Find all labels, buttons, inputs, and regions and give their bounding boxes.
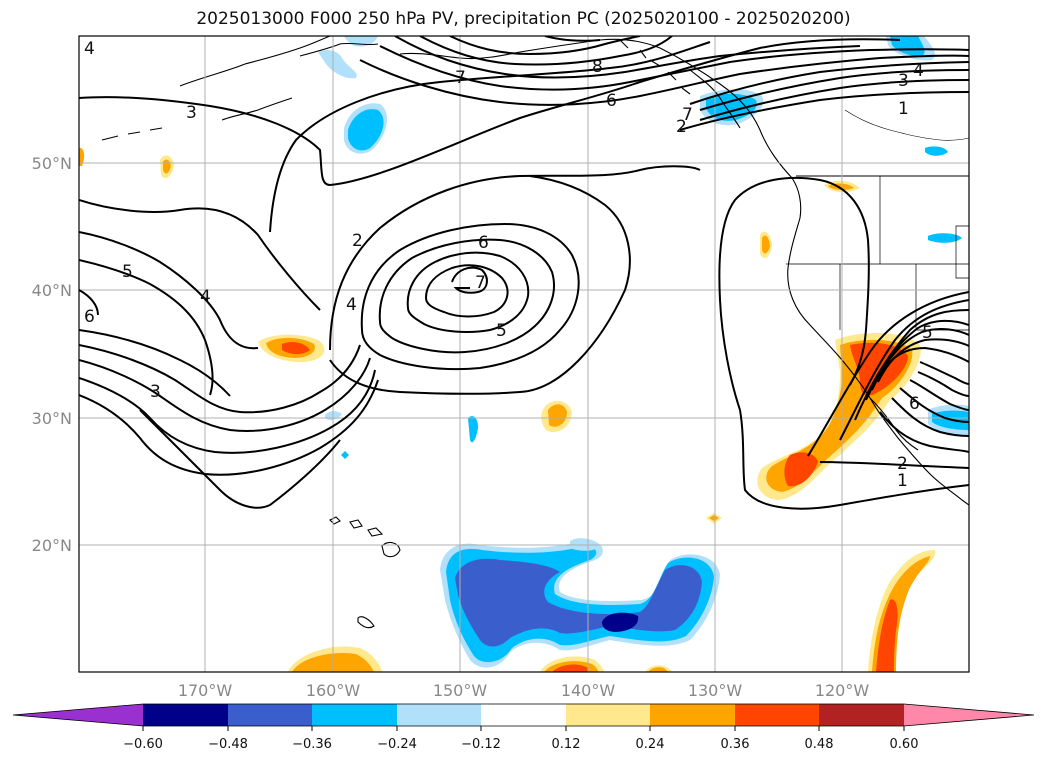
svg-text:20°N: 20°N — [32, 536, 72, 555]
pv-contours — [79, 36, 969, 510]
svg-text:4: 4 — [200, 287, 211, 307]
svg-text:0.24: 0.24 — [636, 737, 665, 752]
colorbar-extend-high — [904, 704, 1034, 726]
svg-text:4: 4 — [84, 39, 95, 59]
svg-text:7: 7 — [475, 273, 486, 293]
svg-text:5: 5 — [122, 262, 133, 282]
svg-text:3: 3 — [150, 382, 161, 402]
colorbar: −0.60 −0.48 −0.36 −0.24 −0.12 0.12 0.24 … — [12, 703, 1035, 752]
svg-text:1: 1 — [898, 99, 909, 119]
colorbar-segment — [819, 704, 904, 726]
svg-text:0.48: 0.48 — [805, 737, 834, 752]
svg-text:2: 2 — [352, 231, 363, 251]
svg-text:−0.36: −0.36 — [292, 737, 332, 752]
colorbar-segment — [735, 704, 819, 726]
svg-text:140°W: 140°W — [561, 681, 616, 700]
svg-text:40°N: 40°N — [32, 281, 72, 300]
colorbar-segment — [228, 704, 312, 726]
svg-text:7: 7 — [682, 105, 693, 125]
svg-text:3: 3 — [186, 103, 197, 123]
svg-text:−0.12: −0.12 — [461, 737, 501, 752]
svg-text:5: 5 — [922, 323, 933, 343]
svg-text:2: 2 — [897, 454, 908, 474]
svg-text:1: 1 — [897, 471, 908, 491]
svg-text:6: 6 — [909, 394, 920, 414]
colorbar-segment — [481, 704, 566, 726]
svg-text:−0.24: −0.24 — [377, 737, 417, 752]
svg-text:130°W: 130°W — [688, 681, 743, 700]
colorbar-ticks — [142, 726, 905, 731]
colorbar-tick-labels: −0.60 −0.48 −0.36 −0.24 −0.12 0.12 0.24 … — [123, 737, 918, 752]
colorbar-segment — [397, 704, 481, 726]
colorbar-segment — [143, 704, 228, 726]
map-title: 2025013000 F000 250 hPa PV, precipitatio… — [196, 9, 851, 29]
colorbar-segment — [566, 704, 650, 726]
map-grid — [79, 36, 969, 672]
colorbar-segment — [312, 704, 397, 726]
svg-text:30°N: 30°N — [32, 409, 72, 428]
svg-text:6: 6 — [84, 307, 95, 327]
svg-text:−0.48: −0.48 — [208, 737, 248, 752]
svg-text:0.12: 0.12 — [552, 737, 581, 752]
map-frame — [78, 35, 970, 673]
svg-text:7: 7 — [455, 68, 466, 88]
svg-text:6: 6 — [606, 91, 617, 111]
contour-labels: 4 3 7 8 6 3 4 1 7 2 2 6 5 4 6 7 4 5 3 5 … — [84, 39, 933, 491]
svg-text:50°N: 50°N — [32, 154, 72, 173]
svg-text:0.60: 0.60 — [890, 737, 919, 752]
svg-text:2: 2 — [676, 117, 687, 137]
svg-text:5: 5 — [496, 321, 507, 341]
svg-text:−0.60: −0.60 — [123, 737, 163, 752]
svg-text:3: 3 — [898, 71, 909, 91]
longitude-labels: 170°W 160°W 150°W 140°W 130°W 120°W — [178, 681, 870, 700]
svg-text:160°W: 160°W — [306, 681, 361, 700]
svg-text:4: 4 — [913, 61, 924, 81]
svg-text:4: 4 — [346, 295, 357, 315]
latitude-labels: 50°N 40°N 30°N 20°N — [32, 154, 72, 555]
colorbar-extend-low — [13, 704, 143, 726]
svg-text:0.36: 0.36 — [721, 737, 750, 752]
colorbar-segment — [650, 704, 735, 726]
svg-text:120°W: 120°W — [815, 681, 870, 700]
svg-text:150°W: 150°W — [433, 681, 488, 700]
svg-text:6: 6 — [478, 233, 489, 253]
svg-text:8: 8 — [592, 57, 603, 77]
svg-text:170°W: 170°W — [178, 681, 233, 700]
